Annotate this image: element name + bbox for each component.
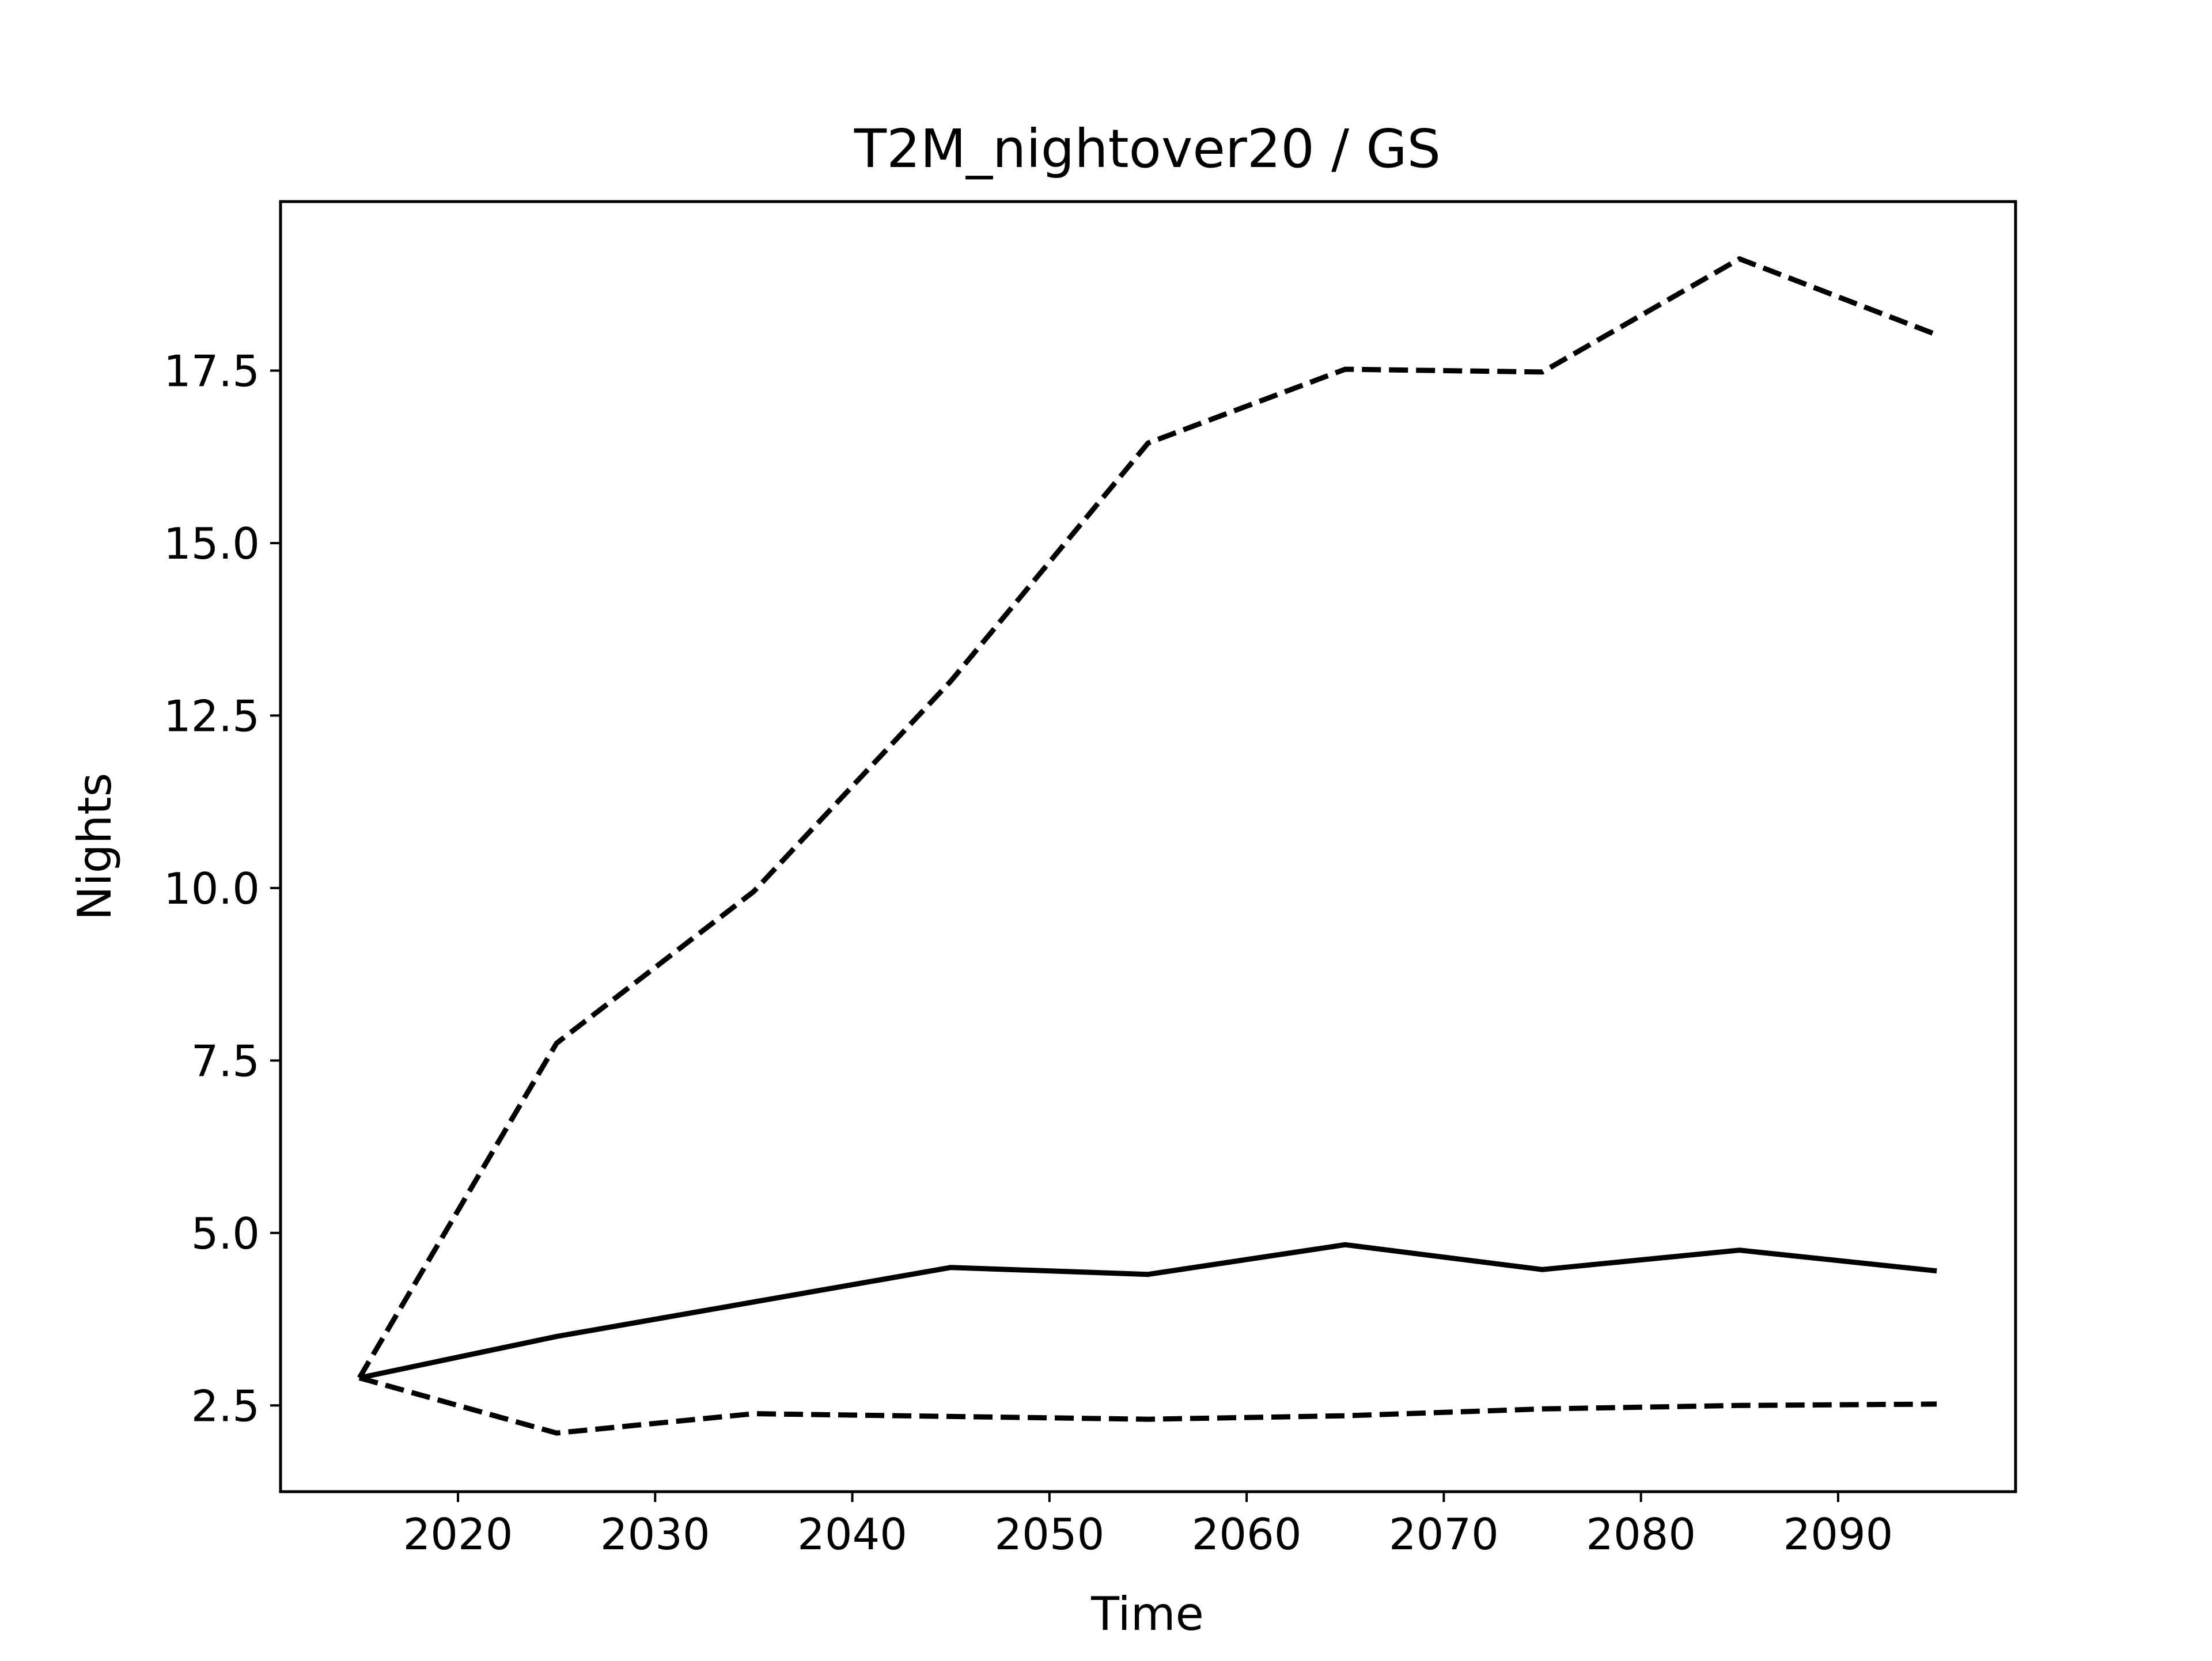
- y-axis-title: Nights: [68, 773, 122, 921]
- x-tick-label: 2050: [994, 1509, 1104, 1560]
- y-tick-label: 15.0: [164, 518, 260, 569]
- series-layer: [357, 256, 1938, 1436]
- x-tick-label: 2070: [1389, 1509, 1499, 1560]
- y-tick-label: 5.0: [191, 1208, 260, 1259]
- y-tick-label: 7.5: [191, 1036, 260, 1086]
- y-tick-label: 12.5: [164, 691, 260, 741]
- series-line-1: [357, 256, 1938, 1379]
- x-tick-label: 2090: [1783, 1509, 1893, 1560]
- y-axis-ticks: 2.5 5.0 7.5 10.0 12.5 15.0 17.5: [164, 346, 281, 1431]
- x-tick-label: 2030: [600, 1509, 710, 1560]
- series-line-2: [358, 1242, 1937, 1381]
- y-tick-label: 17.5: [164, 346, 260, 396]
- x-tick-label: 2080: [1586, 1509, 1696, 1560]
- x-axis-title: Time: [1090, 1587, 1204, 1641]
- y-tick-label: 2.5: [191, 1381, 260, 1431]
- x-axis-ticks: 2020 2030 2040 2050 2060 2070 2080 2090: [403, 1492, 1893, 1560]
- y-tick-label: 10.0: [164, 863, 260, 914]
- chart-title: T2M_nightover20 / GS: [854, 118, 1441, 180]
- x-tick-label: 2060: [1192, 1509, 1302, 1560]
- plot-area-frame: [279, 200, 2017, 1493]
- x-tick-label: 2020: [403, 1509, 513, 1560]
- series-line-3: [358, 1375, 1937, 1436]
- x-tick-label: 2040: [797, 1509, 907, 1560]
